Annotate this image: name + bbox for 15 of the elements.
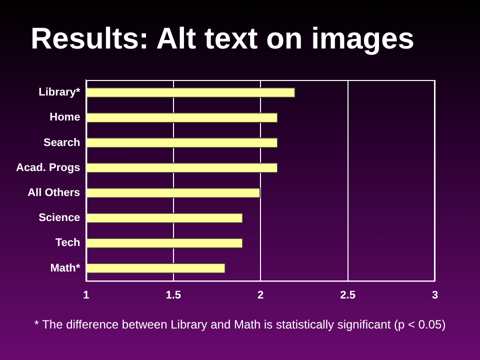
y-tick-label: Science bbox=[38, 212, 80, 224]
x-tick-label: 1 bbox=[83, 289, 90, 302]
y-tick-label: Home bbox=[50, 112, 80, 124]
y-tick-label: Search bbox=[43, 136, 80, 149]
x-tick-label: 2 bbox=[258, 289, 264, 302]
y-tick-label: Tech bbox=[55, 237, 80, 250]
y-tick-label: Math* bbox=[50, 262, 81, 274]
y-tick-label: Acad. Progs bbox=[16, 162, 80, 174]
x-tick-label: 2.5 bbox=[340, 289, 356, 302]
text: * The difference between Library and Math is statistically significant (p < 0.05) bbox=[34, 317, 446, 332]
y-tick-label: All Others bbox=[28, 186, 80, 199]
x-tick-label: 3 bbox=[432, 289, 438, 302]
y-tick-label: Library* bbox=[38, 86, 81, 99]
x-tick-label: 1.5 bbox=[166, 289, 182, 302]
chart-title: Results: Alt text on images bbox=[30, 22, 414, 56]
